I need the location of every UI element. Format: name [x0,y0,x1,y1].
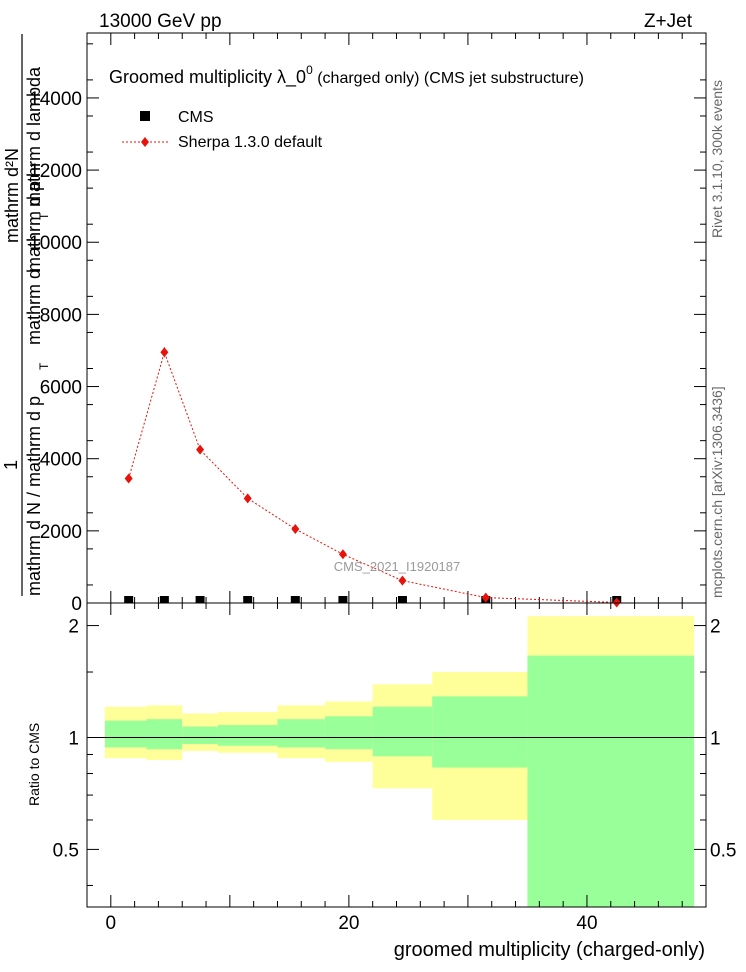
ratio-ytick-label-right: 2 [710,617,721,638]
ratio-band-inner [325,716,373,750]
sherpa-point [160,347,169,358]
legend-cms-label: CMS [178,109,214,126]
ratio-ytick-label-right: 0.5 [710,840,736,861]
cms-point [397,596,407,603]
main-ytick-label: 2000 [40,522,82,543]
ylabel-denominator-a-sub: T [37,362,51,370]
sherpa-point [243,493,252,504]
main-series [124,347,622,608]
cms-point [338,596,348,603]
ratio-bands [104,616,695,907]
main-y-axis: 0 2000 4000 6000 8000 10000 12000 14000 [29,33,707,615]
ylabel-one: 1 [1,460,21,470]
ratio-band-inner [104,720,147,748]
ylabel-numerator-c: mathrm d lambda [24,66,44,207]
main-ytick-label: 10000 [29,233,82,254]
cms-point [159,596,169,603]
cms-point [195,596,205,603]
main-ytick-label: 8000 [40,305,82,326]
ratio-ytick-label: 1 [68,728,79,749]
title-suffix: (charged only) (CMS jet substructure) [313,70,584,87]
x-axis-label: groomed multiplicity (charged-only) [394,939,705,961]
ylabel-denominator-b: mathrm d [24,269,44,345]
sherpa-point [481,592,490,603]
rivet-label: Rivet 3.1.10, 300k events [709,80,725,238]
mcplots-label: mcplots.cern.ch [arXiv:1306.3436] [709,386,725,598]
main-panel: 0 2000 4000 6000 8000 10000 12000 14000 Groomed… [29,32,707,615]
ratio-band-inner [277,719,326,748]
sherpa-point [196,444,205,455]
legend: CMS Sherpa 1.3.0 default [122,109,323,151]
ratio-frame [86,602,707,908]
sherpa-point [124,473,133,484]
cms-point [243,596,253,603]
legend-sherpa-marker [141,137,149,147]
main-ytick-label: 14000 [29,89,82,110]
sherpa-point [338,549,347,560]
x-tick-label: 0 [106,913,117,934]
ylabel-denominator-a: mathrm d N / mathrm d p [24,396,44,596]
ratio-band-inner [527,655,695,907]
ratio-ytick-label-right: 1 [710,728,721,749]
ratio-band-inner [182,726,218,745]
ratio-axes: 0.5 0.51 12 20 20 40 [53,603,736,934]
header-right: Z+Jet [644,11,693,32]
ratio-band-inner [372,706,433,757]
ratio-band-inner [146,719,183,750]
main-ytick-label: 4000 [40,450,82,471]
ylabel-numerator-b-sub: T [37,212,51,220]
main-ytick-label: 6000 [40,378,82,399]
legend-cms-marker [140,111,150,121]
main-title: Groomed multiplicity λ_00 (charged only)… [109,63,584,88]
ylabel-numerator-b: mathrm d p [24,181,44,272]
cms-point [290,596,300,603]
ratio-ytick-label: 2 [68,617,79,638]
ratio-band-inner [217,725,278,746]
title-superscript: 0 [306,63,313,77]
ratio-ylabel: Ratio to CMS [26,723,42,806]
sherpa-line [128,350,617,603]
ratio-ytick-label: 0.5 [53,840,79,861]
main-ylabel: mathrm d²N mathrm d p T mathrm d lambda … [1,34,51,596]
sherpa-point [291,524,300,535]
sherpa-point [612,597,621,608]
cms-point [124,596,134,603]
watermark: CMS_2021_I1920187 [334,559,461,574]
main-ytick-label: 0 [71,594,82,615]
ratio-band-inner [432,696,528,768]
legend-sherpa-label: Sherpa 1.3.0 default [178,134,323,151]
ratio-panel: 0.5 0.51 12 20 20 40 Ratio to CMS groomed mul… [26,602,736,961]
main-ytick-label: 12000 [29,161,82,182]
ylabel-numerator-a: mathrm d²N [2,148,22,243]
x-tick-label: 20 [338,913,359,934]
x-tick-label: 40 [576,913,597,934]
title-main: Groomed multiplicity λ_0 [109,67,306,88]
sherpa-point [398,575,407,586]
header-left: 13000 GeV pp [99,11,222,32]
